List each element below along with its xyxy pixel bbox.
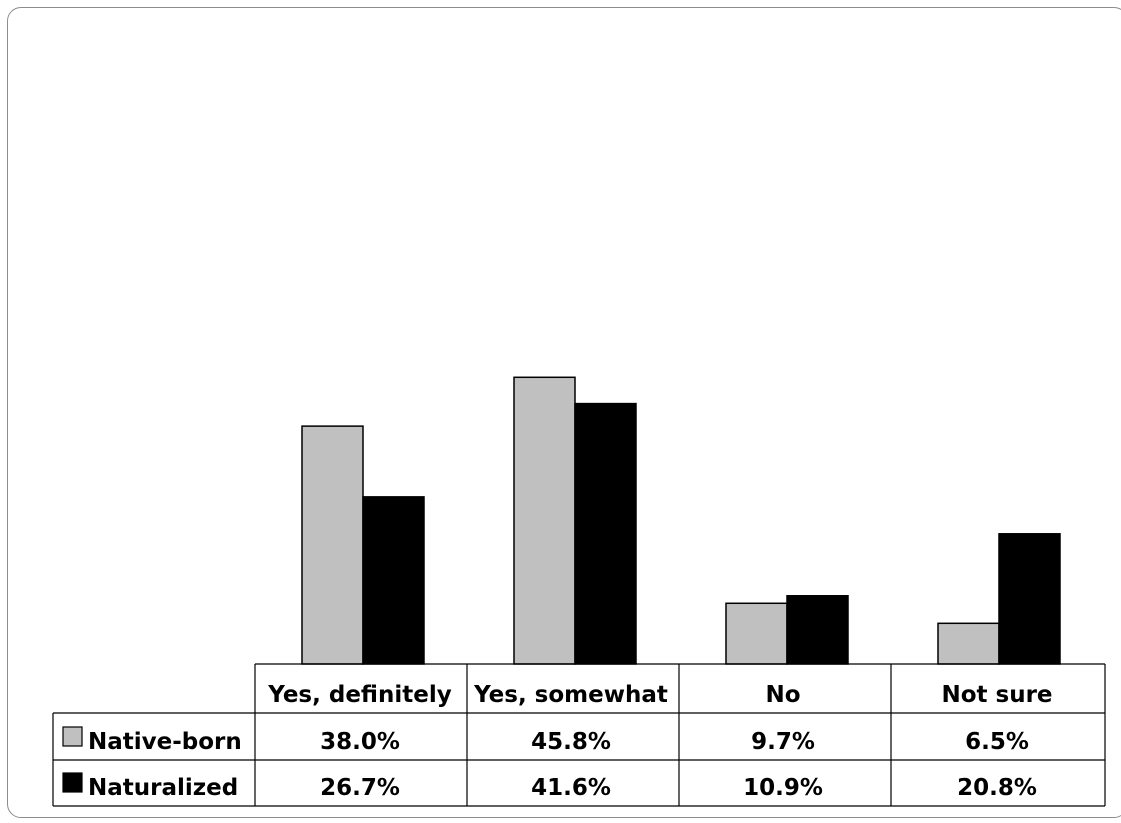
category-label-not-sure: Not sure (941, 682, 1052, 708)
data-label-native-born-not-sure: 6.5% (965, 729, 1029, 755)
bar-native-born-no (725, 602, 788, 665)
bar-naturalized-not-sure (998, 533, 1061, 665)
data-label-naturalized-not-sure: 20.8% (957, 775, 1037, 801)
data-label-naturalized-no: 10.9% (743, 775, 823, 801)
category-label-no: No (765, 682, 800, 708)
category-label-yes-definitely: Yes, definitely (267, 682, 451, 708)
bar-naturalized-yes-somewhat (574, 402, 637, 665)
data-label-native-born-no: 9.7% (751, 729, 815, 755)
bar-naturalized-yes-definitely (362, 496, 425, 665)
legend-label-naturalized: Naturalized (88, 775, 238, 801)
legend-key-naturalized (62, 772, 83, 793)
bars-layer (301, 376, 1061, 665)
data-table: Yes, definitely Yes, somewhat No Not sur… (52, 663, 1106, 807)
bar-naturalized-no (786, 595, 849, 665)
category-label-yes-somewhat: Yes, somewhat (473, 682, 668, 708)
bar-native-born-yes-somewhat (513, 376, 576, 665)
bar-native-born-yes-definitely (301, 425, 364, 665)
data-label-naturalized-yes-definitely: 26.7% (320, 775, 400, 801)
data-label-native-born-yes-somewhat: 45.8% (531, 729, 611, 755)
data-label-naturalized-yes-somewhat: 41.6% (531, 775, 611, 801)
legend-key-native-born (62, 726, 83, 747)
legend-label-native-born: Native-born (88, 729, 242, 755)
data-label-native-born-yes-definitely: 38.0% (320, 729, 400, 755)
bar-native-born-not-sure (937, 622, 1000, 665)
